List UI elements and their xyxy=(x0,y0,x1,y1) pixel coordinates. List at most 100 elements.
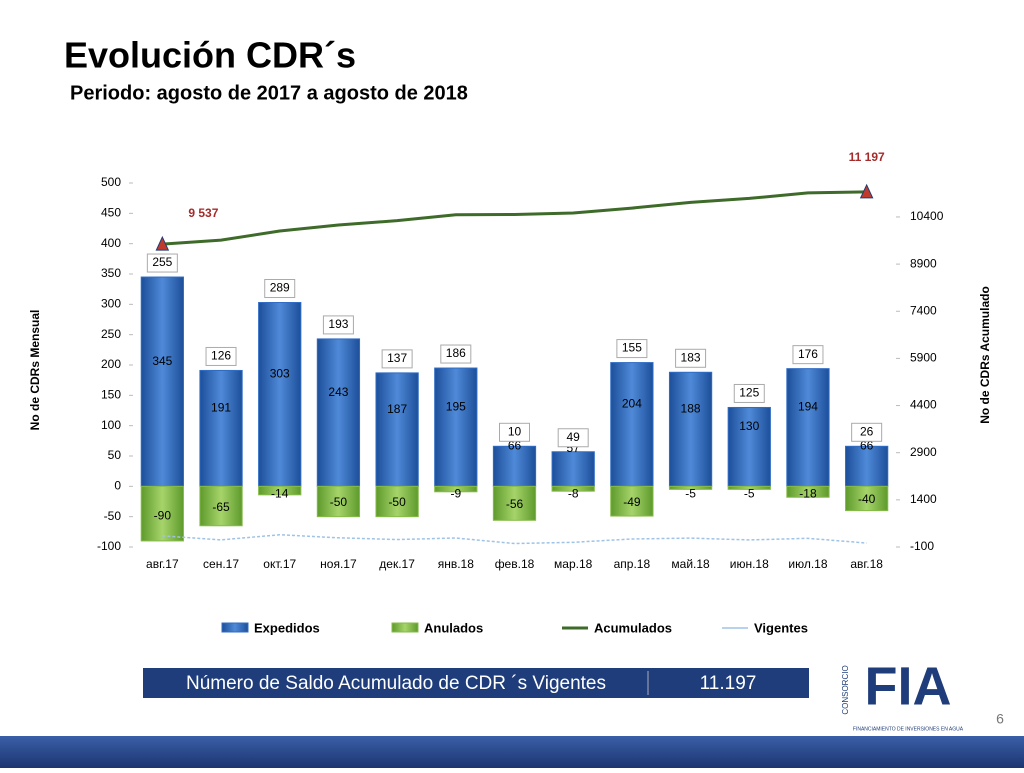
y-tick-label: 450 xyxy=(101,206,121,220)
y-tick-label: 500 xyxy=(101,175,121,189)
x-tick-label: авг.17 xyxy=(146,557,179,571)
y2-tick-label: 7400 xyxy=(910,303,937,317)
bar xyxy=(140,276,184,487)
bar xyxy=(492,485,537,521)
bar-label: -18 xyxy=(799,487,817,501)
x-tick-label: сен.17 xyxy=(203,557,239,571)
vigentes-label: 125 xyxy=(739,386,759,400)
bar-label: -8 xyxy=(568,487,579,501)
value-box xyxy=(499,422,530,442)
bar-label: 195 xyxy=(446,399,466,413)
bar xyxy=(434,485,478,493)
x-tick-label: авг.18 xyxy=(850,557,883,571)
title: Evolución CDR´s xyxy=(64,35,356,76)
x-tick-label: июн.18 xyxy=(730,557,769,571)
vigentes-label: 255 xyxy=(152,255,172,269)
bar-label: 243 xyxy=(328,385,348,399)
acumulado-label: 11 197 xyxy=(849,150,885,164)
y-tick-label: -50 xyxy=(104,509,122,523)
bar xyxy=(258,302,302,487)
subtitle: Periodo: agosto de 2017 a agosto de 2018 xyxy=(70,82,468,104)
value-box xyxy=(146,253,178,273)
legend-label: Vigentes xyxy=(754,620,808,635)
bar-label: 188 xyxy=(681,401,701,415)
bar xyxy=(434,367,478,487)
bar-label: 130 xyxy=(739,419,759,433)
bar-label: 303 xyxy=(270,367,290,381)
bar-label: 66 xyxy=(508,438,522,452)
bar xyxy=(786,485,830,498)
bar xyxy=(316,338,361,487)
x-tick-label: дек.17 xyxy=(379,557,415,571)
y-tick-label: 300 xyxy=(101,297,121,311)
vigentes-label: 193 xyxy=(328,317,348,331)
bar-label: -56 xyxy=(506,497,524,511)
logo-side: CONSORCIO xyxy=(841,665,850,714)
vigentes-label: 155 xyxy=(622,341,642,355)
bar-label: -65 xyxy=(212,500,230,514)
footer-bar xyxy=(0,736,1024,768)
y2-tick-label: 2900 xyxy=(910,445,937,459)
y2-tick-label: 1400 xyxy=(910,492,937,506)
bar xyxy=(140,485,184,542)
bar xyxy=(375,372,419,487)
vigentes-label: 176 xyxy=(798,347,818,361)
vigentes-label: 26 xyxy=(860,424,874,438)
bar xyxy=(199,485,243,527)
vigentes-label: 10 xyxy=(508,424,522,438)
y2-tick-label: 8900 xyxy=(910,256,937,270)
vigentes-label: 137 xyxy=(387,351,407,365)
x-tick-label: янв.18 xyxy=(438,557,475,571)
bar-label: -90 xyxy=(154,509,172,523)
line xyxy=(162,534,867,545)
vigentes-label: 183 xyxy=(681,350,701,364)
bar-label: -40 xyxy=(858,492,876,506)
bar-label: 66 xyxy=(860,438,874,452)
summary-box xyxy=(143,668,809,698)
bar xyxy=(845,485,889,512)
y-tick-label: -100 xyxy=(97,539,121,553)
y2-tick-label: 4400 xyxy=(910,398,937,412)
y-tick-label: 250 xyxy=(101,327,121,341)
value-box xyxy=(205,346,237,366)
x-tick-label: окт.17 xyxy=(263,557,296,571)
vigentes-label: 49 xyxy=(567,430,581,444)
y-tick-label: 0 xyxy=(114,479,121,493)
value-box xyxy=(616,339,648,359)
legend-swatch xyxy=(221,622,249,633)
bar xyxy=(668,485,713,490)
value-box xyxy=(557,428,589,448)
value-box xyxy=(733,383,765,403)
y2-tick-label: 5900 xyxy=(910,351,937,365)
marker xyxy=(155,235,170,251)
bar xyxy=(727,406,771,487)
y2-tick-label: 10400 xyxy=(910,209,944,223)
bar-label: -49 xyxy=(623,495,641,509)
bar-label: -14 xyxy=(271,487,289,501)
value-box xyxy=(675,348,707,368)
summary-value: 11.197 xyxy=(700,673,757,694)
y-tick-label: 400 xyxy=(101,236,121,250)
value-box xyxy=(440,344,472,364)
y-tick-label: 200 xyxy=(101,357,121,371)
x-tick-label: июл.18 xyxy=(788,557,827,571)
value-box xyxy=(322,315,354,335)
bar-label: -5 xyxy=(744,487,755,501)
bar xyxy=(551,451,595,487)
logo-tagline: FINANCIAMIENTO DE INVERSIONES EN AGUA xyxy=(853,726,964,732)
bar-label: 345 xyxy=(152,354,172,368)
vigentes-label: 126 xyxy=(211,349,231,363)
line xyxy=(162,190,867,246)
value-box xyxy=(381,349,413,369)
bar xyxy=(492,445,537,487)
acumulado-label: 9 537 xyxy=(188,206,218,220)
bar-label: -50 xyxy=(388,495,406,509)
y-tick-label: 100 xyxy=(101,418,121,432)
bar xyxy=(551,485,595,492)
bar xyxy=(375,485,419,518)
bar-label: 191 xyxy=(211,401,231,415)
value-box xyxy=(851,422,883,442)
vigentes-label: 186 xyxy=(446,346,466,360)
bar xyxy=(610,485,654,517)
y-axis-label: No de CDRs Mensual xyxy=(28,310,42,431)
